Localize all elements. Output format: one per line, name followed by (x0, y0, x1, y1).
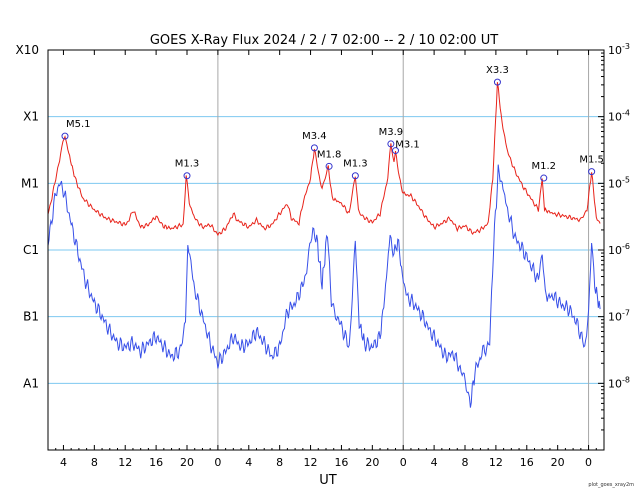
flare-class-label: C1 (23, 243, 39, 257)
flare-label: X3.3 (486, 65, 509, 76)
long-channel-flux-line (47, 82, 601, 237)
flare-label: M3.4 (302, 131, 327, 142)
flux-tick-label: 10-7 (608, 309, 630, 324)
flare-label: M1.3 (343, 159, 368, 170)
flare-label: M1.3 (175, 159, 200, 170)
flux-axis: 10-3 10-4 10-5 10-6 10-7 10-8 (598, 42, 630, 431)
x-tick-label: 12 (304, 456, 318, 469)
flare-class-label: A1 (23, 376, 39, 390)
flare-label: M1.2 (532, 161, 557, 172)
chart-title: GOES X-Ray Flux 2024 / 2 / 7 02:00 -- 2 … (150, 33, 498, 48)
x-tick-label: 16 (149, 456, 163, 469)
horizontal-grid (48, 116, 604, 384)
x-tick-label: 4 (245, 456, 252, 469)
flare-class-axis: A1 B1 C1 M1 X1 X10 (16, 43, 40, 390)
flux-tick-label: 10-8 (608, 375, 630, 390)
flare-class-label: B1 (23, 310, 39, 324)
x-tick-label: 0 (400, 456, 407, 469)
x-tick-label: 8 (462, 456, 469, 469)
x-tick-label: 20 (180, 456, 194, 469)
flare-marker (588, 168, 596, 176)
flare-label: M3.1 (395, 140, 420, 151)
flare-marker (540, 174, 548, 182)
x-tick-label: 16 (334, 456, 348, 469)
short-channel-flux-line (47, 164, 601, 408)
x-tick-label: 8 (91, 456, 98, 469)
flux-series (47, 82, 601, 408)
flux-tick-label: 10-5 (608, 175, 630, 190)
x-tick-label: 20 (551, 456, 565, 469)
flare-marker (183, 172, 191, 180)
x-tick-label: 20 (365, 456, 379, 469)
x-tick-label: 0 (585, 456, 592, 469)
x-tick-label: 16 (520, 456, 534, 469)
flare-class-label: X10 (16, 43, 40, 57)
flux-tick-label: 10-4 (608, 109, 630, 124)
flare-class-label: X1 (23, 110, 39, 124)
flare-label: M1.8 (317, 149, 342, 160)
flare-marker (392, 147, 399, 155)
flare-marker (493, 78, 501, 86)
flare-marker (351, 172, 359, 180)
flare-label: M1.5 (579, 155, 604, 166)
plot-credit: plot_goes_xray2m (588, 482, 634, 488)
x-tick-label: 4 (60, 456, 67, 469)
flare-marker (61, 132, 69, 140)
flare-marker (310, 144, 318, 152)
flare-marker (387, 140, 395, 148)
x-tick-label: 12 (489, 456, 503, 469)
flux-tick-label: 10-3 (608, 42, 630, 57)
flux-tick-label: 10-6 (608, 242, 630, 257)
flare-label: M5.1 (66, 119, 91, 130)
day-boundary-lines (217, 50, 590, 450)
x-tick-label: 12 (118, 456, 132, 469)
x-axis-label: UT (319, 473, 337, 488)
x-axis-ticks: 4 8 12 16 20 0 4 8 12 16 20 0 4 8 12 16 20 0 (47, 50, 605, 469)
flare-marker (325, 162, 333, 170)
flare-class-label: M1 (21, 176, 39, 190)
flare-label: M3.9 (379, 127, 404, 138)
x-tick-label: 8 (276, 456, 283, 469)
x-tick-label: 4 (431, 456, 438, 469)
x-tick-label: 0 (214, 456, 221, 469)
flare-annotations: M5.1M1.3M3.4M1.8M1.3M3.9M3.1X3.3M1.2M1.5 (61, 65, 604, 182)
